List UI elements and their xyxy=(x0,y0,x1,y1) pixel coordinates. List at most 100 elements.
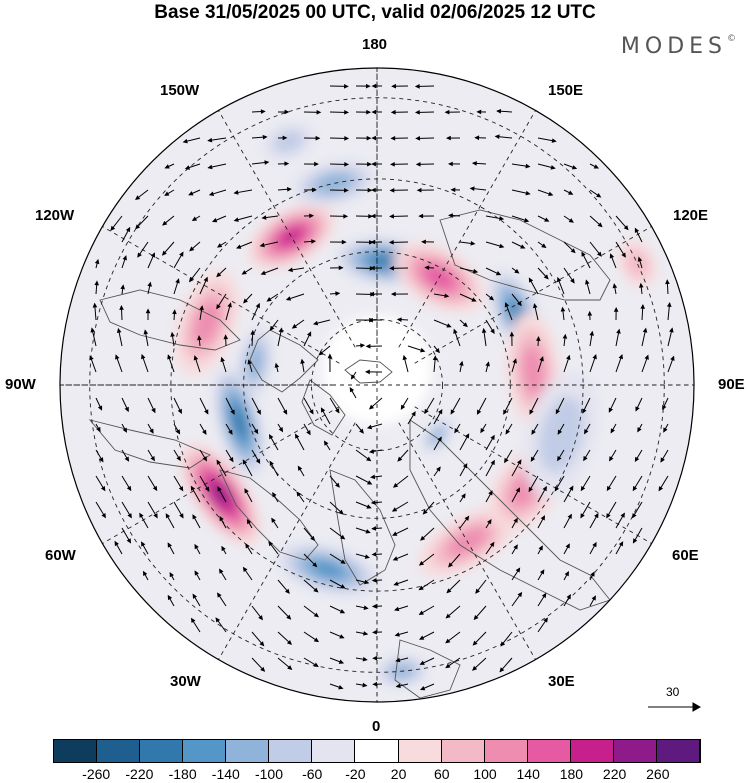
wind-arrowhead xyxy=(450,409,455,415)
wind-arrowhead xyxy=(341,239,347,245)
wind-arrowhead xyxy=(366,504,372,509)
wind-arrowhead xyxy=(634,227,640,233)
wind-arrowhead xyxy=(568,218,574,223)
wind-arrowhead xyxy=(367,187,373,193)
wind-arrowhead xyxy=(340,559,346,564)
wind-arrowhead xyxy=(532,303,538,309)
wind-arrowhead xyxy=(370,213,376,219)
wind-arrowhead xyxy=(306,430,311,436)
wind-arrowhead xyxy=(473,614,479,621)
wind-arrowhead xyxy=(297,465,303,471)
label-lon-150w: 150W xyxy=(160,82,200,99)
wind-arrowhead xyxy=(436,466,441,472)
colorbar-tick-label: 100 xyxy=(473,766,497,782)
wind-arrowhead xyxy=(540,515,546,521)
wind-arrowhead xyxy=(164,191,170,196)
wind-arrowhead xyxy=(137,252,142,258)
wind-arrowhead xyxy=(503,409,508,415)
wind-arrowhead xyxy=(472,268,479,274)
wind-arrowhead xyxy=(621,252,626,258)
wind-arrowhead xyxy=(488,490,493,496)
wind-arrowhead xyxy=(471,161,477,166)
wind-arrowhead xyxy=(101,513,106,519)
wind-arrowhead xyxy=(551,138,557,143)
colorbar-tick-label: 220 xyxy=(602,766,627,782)
wind-arrowhead xyxy=(175,429,181,435)
wind-arrowhead xyxy=(142,570,148,577)
wind-arrowhead xyxy=(350,374,356,380)
wind-arrowhead xyxy=(178,486,184,492)
anomaly-contour xyxy=(309,560,346,579)
wind-arrowhead xyxy=(360,343,366,348)
label-lon-120e: 120E xyxy=(673,207,709,224)
wind-arrowhead xyxy=(666,301,672,307)
wind-arrowhead xyxy=(445,638,451,644)
wind-arrowhead xyxy=(590,571,595,577)
wind-arrowhead xyxy=(592,541,597,548)
wind-arrowhead xyxy=(471,297,477,302)
wind-arrowhead xyxy=(372,681,378,687)
wind-arrowhead xyxy=(447,161,453,167)
wind-arrowhead xyxy=(287,665,293,670)
wind-arrowhead xyxy=(177,408,182,415)
wind-arrowhead xyxy=(119,304,124,310)
wind-arrowhead xyxy=(480,427,485,434)
wind-arrowhead xyxy=(192,514,197,520)
wind-arrowhead xyxy=(637,427,642,433)
wind-arrowhead xyxy=(152,485,158,492)
wind-arrowhead xyxy=(262,134,268,140)
wind-arrowhead xyxy=(371,526,377,531)
wind-arrowhead xyxy=(370,239,376,245)
wind-arrowhead xyxy=(414,84,420,89)
wind-arrowhead xyxy=(365,343,371,349)
meridian-line xyxy=(414,406,658,547)
wind-arrowhead xyxy=(175,278,180,284)
wind-arrowhead xyxy=(204,486,210,492)
meridian-line xyxy=(96,223,340,364)
wind-arrowhead xyxy=(472,665,478,671)
meridian-line xyxy=(398,422,539,666)
wind-arrowhead xyxy=(335,482,340,488)
wind-arrowhead xyxy=(562,333,568,339)
wind-arrowhead xyxy=(313,662,319,667)
wind-arrowhead xyxy=(145,308,151,314)
meridian-line xyxy=(398,104,539,348)
label-lon-150e: 150E xyxy=(548,82,584,99)
wind-arrowhead xyxy=(541,243,547,249)
wind-arrowhead xyxy=(340,584,346,589)
wind-arrowhead xyxy=(516,301,522,307)
wind-arrowhead xyxy=(444,109,450,115)
wind-arrowhead xyxy=(490,328,495,335)
wind-arrowhead xyxy=(135,224,141,230)
wind-arrowhead xyxy=(364,554,370,559)
wind-arrowhead xyxy=(124,406,129,413)
graticule xyxy=(60,68,694,702)
wind-arrowhead xyxy=(202,456,208,462)
colorbar-swatch xyxy=(527,740,571,762)
wind-arrowhead xyxy=(543,274,549,280)
wind-arrowhead xyxy=(499,667,505,673)
wind-arrowhead xyxy=(658,486,664,492)
wind-arrowhead xyxy=(338,265,344,271)
wind-arrowhead xyxy=(543,617,548,623)
wind-arrowhead xyxy=(150,456,155,462)
wind-arrowhead xyxy=(392,556,399,561)
wind-arrowhead xyxy=(264,160,270,165)
label-lon-30w: 30W xyxy=(170,673,201,690)
coastline xyxy=(88,419,211,469)
vector-reference-label: 30 xyxy=(666,685,680,699)
wind-arrowhead xyxy=(366,456,372,462)
wind-arrowhead xyxy=(368,449,375,454)
anomaly-contour xyxy=(538,396,585,473)
wind-arrowhead xyxy=(314,161,319,167)
vector-reference-arrow xyxy=(648,702,702,712)
wind-arrowhead xyxy=(476,409,482,415)
wind-arrowhead xyxy=(539,356,544,362)
wind-arrowhead xyxy=(169,571,174,578)
wind-arrowhead xyxy=(662,404,667,411)
wind-arrowhead xyxy=(312,187,317,193)
wind-arrowhead xyxy=(608,407,614,413)
wind-arrowhead xyxy=(670,355,675,361)
wind-arrowhead xyxy=(632,485,638,492)
wind-arrowhead xyxy=(531,429,536,435)
